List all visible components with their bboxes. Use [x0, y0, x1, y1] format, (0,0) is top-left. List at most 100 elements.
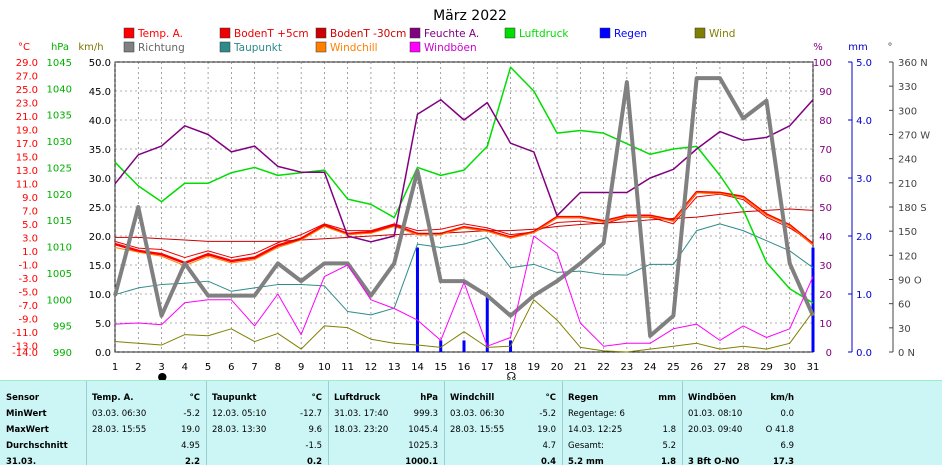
legend-swatch	[219, 41, 231, 53]
y-tick-pressure: 1035	[47, 111, 72, 122]
legend-swatch	[599, 27, 611, 39]
legend-label: BodenT +5cm	[234, 28, 309, 40]
y-tick-humidity: 50	[819, 203, 832, 214]
rain-bar	[439, 340, 443, 352]
stats-column-header: Windböen	[688, 393, 737, 403]
x-tick-label: 12	[365, 362, 378, 373]
y-tick-temp: 25.0	[16, 85, 38, 96]
x-tick-label: 3	[158, 362, 164, 373]
x-tick-label: 20	[551, 362, 564, 373]
stats-cell-value: 1000.1	[405, 457, 438, 467]
x-tick-label: 17	[481, 362, 494, 373]
x-tick-label: 8	[275, 362, 281, 373]
legend-label: Windböen	[424, 42, 477, 54]
y-tick-direction: 240	[898, 155, 917, 166]
stats-cell-label: 5.2 mm	[568, 457, 604, 467]
y-tick-humidity: 30	[819, 261, 832, 272]
stats-cell-value: 19.0	[181, 425, 200, 435]
x-tick-label: 4	[182, 362, 188, 373]
y-tick-temp: 7.0	[22, 206, 38, 217]
y-tick-wind: 40.0	[89, 116, 111, 127]
stats-column-windchill: Windchill °C 03.03. 06:30 -5.2 28.03. 15:55 1…	[444, 381, 563, 467]
y-tick-wind: 25.0	[89, 203, 111, 214]
stats-column-header: Temp. A.	[92, 393, 134, 403]
stats-sensor-column: Sensor MinWert MaxWert Durchschnitt 31.0…	[0, 381, 87, 467]
y-tick-pressure: 1020	[47, 190, 72, 201]
y-tick-temp: 19.0	[16, 125, 38, 136]
legend-label: Luftdruck	[519, 28, 569, 40]
y-tick-humidity: 70	[819, 145, 832, 156]
stats-cell-value: 1045.4	[408, 425, 438, 435]
x-tick-label: 30	[783, 362, 796, 373]
legend-label: Richtung	[138, 42, 185, 54]
series-line-wind	[114, 299, 814, 353]
stats-column-header: Windchill	[450, 393, 495, 403]
y-tick-direction: 360 N	[898, 58, 928, 69]
y-tick-wind: 50.0	[89, 58, 111, 69]
stats-cell-label: Gesamt:	[568, 441, 604, 451]
axis-label-wind: km/h	[78, 42, 103, 53]
rain-bar	[811, 247, 815, 352]
series-line-bodent-5cm	[114, 193, 814, 259]
stats-cell-value: 1.8	[660, 457, 676, 467]
stats-cell-value: 0.4	[540, 457, 556, 467]
x-tick-label: 25	[667, 362, 680, 373]
series-line-richtung	[113, 76, 815, 338]
legend-swatch	[123, 27, 135, 39]
stats-label-today: 31.03.	[6, 457, 37, 467]
y-tick-rain: 0.0	[856, 348, 872, 359]
x-tick-label: 28	[737, 362, 750, 373]
moon-phase-marker: ●	[158, 370, 168, 380]
x-tick-label: 27	[714, 362, 727, 373]
y-tick-temp: -7.0	[18, 301, 38, 312]
stats-cell-value: 19.0	[537, 425, 556, 435]
stats-column-regen: Regen mm Regentage: 6 14.03. 12:25 1.8 Gesamt…	[562, 381, 683, 467]
y-tick-humidity: 100	[813, 58, 832, 69]
axis-label-pressure: hPa	[51, 42, 69, 53]
y-tick-temp: 9.0	[22, 193, 38, 204]
y-tick-wind: 5.0	[95, 319, 111, 330]
series-line-luftdruck	[114, 66, 814, 304]
series-line-taupunkt	[114, 223, 814, 316]
x-tick-label: 10	[318, 362, 331, 373]
y-tick-humidity: 80	[819, 116, 832, 127]
weather-chart: März 2022 1 2 3 4 5 6 7 8 9 10 11 12 13 14 15 16 17 18 19 20…	[12, 8, 930, 380]
legend-swatch	[219, 27, 231, 39]
x-tick-label: 11	[341, 362, 354, 373]
y-tick-rain: 2.0	[856, 232, 872, 243]
legend-swatch	[504, 27, 516, 39]
x-tick-label: 22	[597, 362, 610, 373]
y-tick-wind: 20.0	[89, 232, 111, 243]
stats-cell-value: 0.2	[306, 457, 322, 467]
stats-column-unit: °C	[545, 393, 557, 403]
stats-cell-value: 1025.3	[408, 441, 438, 451]
y-tick-temp: 1.0	[22, 247, 38, 258]
legend-label: Taupunkt	[233, 42, 282, 54]
y-tick-temp: 27.0	[16, 71, 38, 82]
y-tick-temp: -11.0	[12, 328, 38, 339]
y-tick-humidity: 60	[819, 174, 832, 185]
legend-swatch	[694, 27, 706, 39]
y-tick-rain: 1.0	[856, 290, 872, 301]
x-tick-label: 14	[411, 362, 424, 373]
y-tick-wind: 30.0	[89, 174, 111, 185]
y-tick-wind: 15.0	[89, 261, 111, 272]
y-tick-temp: -5.0	[18, 287, 38, 298]
x-tick-label: 1	[112, 362, 118, 373]
rain-bar	[462, 340, 466, 352]
legend-label: Regen	[614, 28, 647, 40]
legend-swatch	[315, 27, 327, 39]
y-tick-temp: -13.0	[12, 341, 38, 352]
stats-cell-label: Regentage: 6	[568, 409, 625, 419]
y-tick-temp: -1.0	[18, 260, 38, 271]
y-tick-direction: 300	[898, 106, 917, 117]
rain-bar	[485, 294, 489, 352]
y-tick-wind: 35.0	[89, 145, 111, 156]
rain-bar	[415, 247, 419, 352]
series-line-temp-a-	[114, 190, 814, 265]
stats-cell-value: -5.2	[183, 409, 200, 419]
series-line-windchill	[114, 192, 814, 267]
y-tick-direction: 180 S	[898, 203, 927, 214]
stats-column-header: Regen	[568, 393, 599, 403]
